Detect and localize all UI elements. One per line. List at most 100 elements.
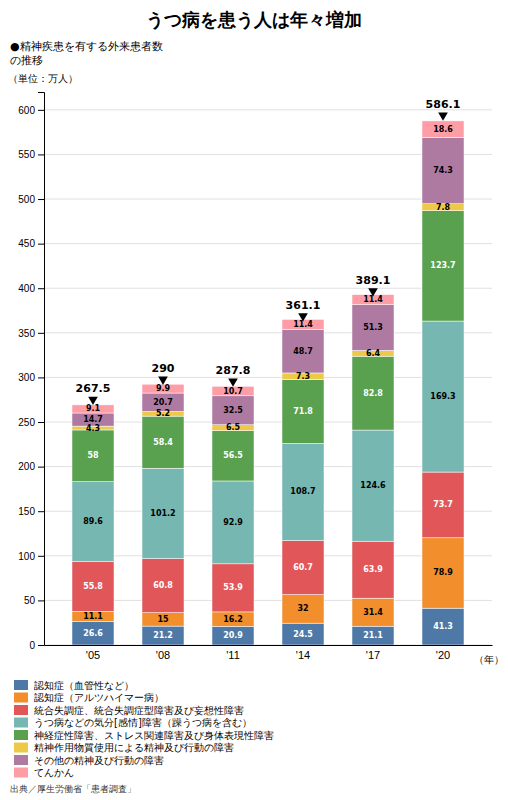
bar [282, 540, 324, 594]
y-tick: 500 [18, 194, 44, 205]
series [72, 321, 464, 564]
subtitle: の推移 [10, 54, 43, 67]
chart: うつ病を患う人は年々増加●精神疾患を有する外来患者数の推移（単位：万人）26.6… [0, 0, 508, 800]
bar [422, 137, 464, 203]
y-tick-label: 150 [18, 506, 35, 517]
x-axis-line [45, 645, 493, 646]
y-tick-mark [38, 511, 44, 512]
plot: 26.621.220.924.521.141.311.11516.23231.4… [18, 93, 492, 661]
data-label: 7.8 [436, 203, 451, 212]
data-label: 7.3 [296, 372, 310, 381]
data-label: 11.4 [363, 295, 383, 304]
y-tick-mark [38, 556, 44, 557]
legend-label: 認知症（アルツハイマー病） [34, 692, 164, 703]
bar [142, 613, 184, 626]
legend-item: その他の精神及び行動の障害 [14, 755, 164, 766]
bar [422, 211, 464, 321]
bar [282, 330, 324, 373]
legend-swatch [14, 680, 28, 690]
legend-label: てんかん [34, 767, 74, 778]
total-marker [88, 397, 98, 405]
y-axis: 050100150200250300350400450500550600 [18, 93, 44, 651]
data-label: 9.9 [156, 384, 171, 393]
y-tick-label: 250 [18, 417, 35, 428]
y-tick-mark [38, 645, 44, 646]
bar [282, 444, 324, 541]
y-tick-label: 350 [18, 328, 35, 339]
y-tick-label: 200 [18, 461, 35, 472]
data-label: 56.5 [223, 451, 243, 460]
legend-swatch [14, 730, 28, 740]
y-tick-label: 400 [18, 283, 35, 294]
x-tick: '20 [436, 645, 450, 661]
data-label: 73.7 [433, 500, 453, 509]
data-label: 51.3 [363, 323, 383, 332]
y-tick-label: 600 [18, 105, 35, 116]
x-tick: '17 [366, 645, 380, 661]
data-label: 16.2 [223, 615, 243, 624]
data-label: 53.9 [223, 583, 243, 592]
series [72, 608, 464, 645]
data-label: 11.4 [293, 320, 313, 329]
series [72, 538, 464, 627]
bar [142, 626, 184, 645]
legend-label: うつ病などの気分[感情]障害（躁うつ病を含む） [34, 717, 252, 728]
data-label: 21.2 [153, 631, 173, 640]
total-label: 361.1 [286, 299, 321, 312]
bar [72, 621, 114, 645]
legend-item: 認知症（血管性など） [14, 680, 134, 691]
bar [142, 416, 184, 468]
legend-swatch [14, 693, 28, 703]
y-tick-mark [38, 110, 44, 111]
series [72, 472, 464, 613]
y-tick-label: 300 [18, 372, 35, 383]
data-label: 14.7 [83, 415, 103, 424]
x-axis: '05'08'11'14'17'20 [45, 645, 493, 661]
bar [352, 598, 394, 626]
data-label: 5.2 [156, 409, 170, 418]
legend-item: 神経症性障害、ストレス関連障害及び身体表現性障害 [14, 730, 274, 741]
x-tick-label: '20 [436, 649, 450, 661]
grid [44, 110, 492, 645]
x-tick-label: '11 [226, 649, 240, 661]
data-label: 74.3 [433, 166, 453, 175]
total-label: 586.1 [426, 98, 461, 111]
bar [352, 541, 394, 598]
y-tick: 550 [18, 149, 44, 160]
total-marker [438, 112, 448, 120]
data-label: 10.7 [223, 387, 243, 396]
data-label: 9.1 [86, 404, 101, 413]
bar [282, 623, 324, 645]
legend-label: 認知症（血管性など） [34, 680, 134, 691]
data-label: 58.4 [153, 438, 173, 447]
y-tick-label: 450 [18, 238, 35, 249]
data-label: 124.6 [360, 481, 386, 490]
x-tick-label: '14 [296, 649, 310, 661]
bar [212, 626, 254, 645]
bar [352, 305, 394, 351]
legend-swatch [14, 718, 28, 728]
total-label: 389.1 [356, 274, 391, 287]
data-label: 15 [157, 615, 169, 624]
y-tick-label: 500 [18, 194, 35, 205]
data-label: 26.6 [83, 629, 103, 638]
legend-swatch [14, 743, 28, 753]
y-tick: 300 [18, 372, 44, 383]
x-tick-label: '08 [156, 649, 170, 661]
bar [422, 472, 464, 538]
x-tick: '14 [296, 645, 310, 661]
data-label: 55.8 [83, 582, 103, 591]
y-tick-mark [38, 422, 44, 423]
legend-label: 精神作用物質使用による精神及び行動の障害 [34, 742, 234, 753]
data-label: 78.9 [433, 568, 453, 577]
legend-item: てんかん [14, 767, 74, 778]
y-tick: 100 [18, 551, 44, 562]
totals: 267.5290287.8361.1389.1586.1 [76, 98, 461, 405]
total-marker [158, 377, 168, 385]
legend: 認知症（血管性など）認知症（アルツハイマー病）統合失調症、統合失調症型障害及び妄… [14, 680, 274, 779]
bar [72, 430, 114, 482]
data-label: 20.9 [223, 631, 243, 640]
bar [422, 121, 464, 138]
data-label: 20.7 [153, 398, 173, 407]
series [72, 204, 464, 431]
